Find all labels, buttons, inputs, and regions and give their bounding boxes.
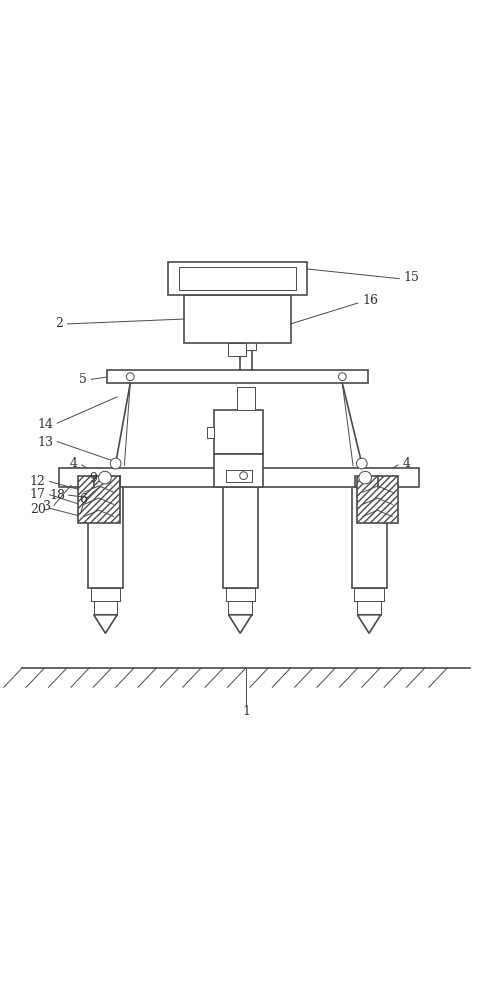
Bar (225, 588, 255, 601)
Polygon shape (228, 615, 252, 633)
Text: 12: 12 (30, 475, 46, 488)
Polygon shape (357, 615, 381, 633)
Bar (357, 476, 398, 523)
Text: 1: 1 (242, 705, 250, 718)
Bar (228, 601, 252, 615)
Bar (59, 468, 419, 487)
Bar (107, 370, 368, 383)
Bar (228, 343, 246, 356)
Bar (354, 588, 384, 601)
Circle shape (110, 458, 121, 469)
Text: 15: 15 (403, 271, 419, 284)
Bar (94, 601, 117, 615)
Text: 2: 2 (55, 317, 62, 330)
Bar (352, 483, 387, 588)
Text: 9: 9 (89, 472, 97, 485)
Text: 6: 6 (79, 493, 87, 506)
Bar (91, 588, 120, 601)
Bar (184, 295, 291, 343)
Bar (88, 483, 123, 588)
Bar (237, 387, 255, 410)
Text: 3: 3 (42, 500, 51, 513)
Text: 4: 4 (402, 457, 410, 470)
Bar (180, 267, 296, 290)
Text: 20: 20 (30, 503, 46, 516)
Text: 17: 17 (30, 488, 46, 501)
Text: 18: 18 (49, 489, 65, 502)
Text: 13: 13 (37, 436, 54, 449)
Circle shape (356, 458, 367, 469)
Bar (236, 341, 256, 350)
Bar (215, 454, 263, 487)
Text: 4: 4 (69, 457, 77, 470)
Circle shape (240, 472, 247, 480)
Bar (225, 470, 252, 482)
Bar (78, 476, 120, 523)
Bar (207, 427, 215, 438)
Circle shape (126, 373, 134, 381)
Bar (168, 262, 307, 295)
Circle shape (338, 373, 346, 381)
Circle shape (98, 471, 111, 484)
Bar (215, 410, 263, 454)
Polygon shape (94, 615, 117, 633)
Bar (357, 601, 381, 615)
Text: 16: 16 (362, 294, 378, 307)
Circle shape (359, 471, 371, 484)
Text: 5: 5 (79, 373, 87, 386)
Text: 14: 14 (37, 418, 54, 431)
Bar (223, 483, 258, 588)
